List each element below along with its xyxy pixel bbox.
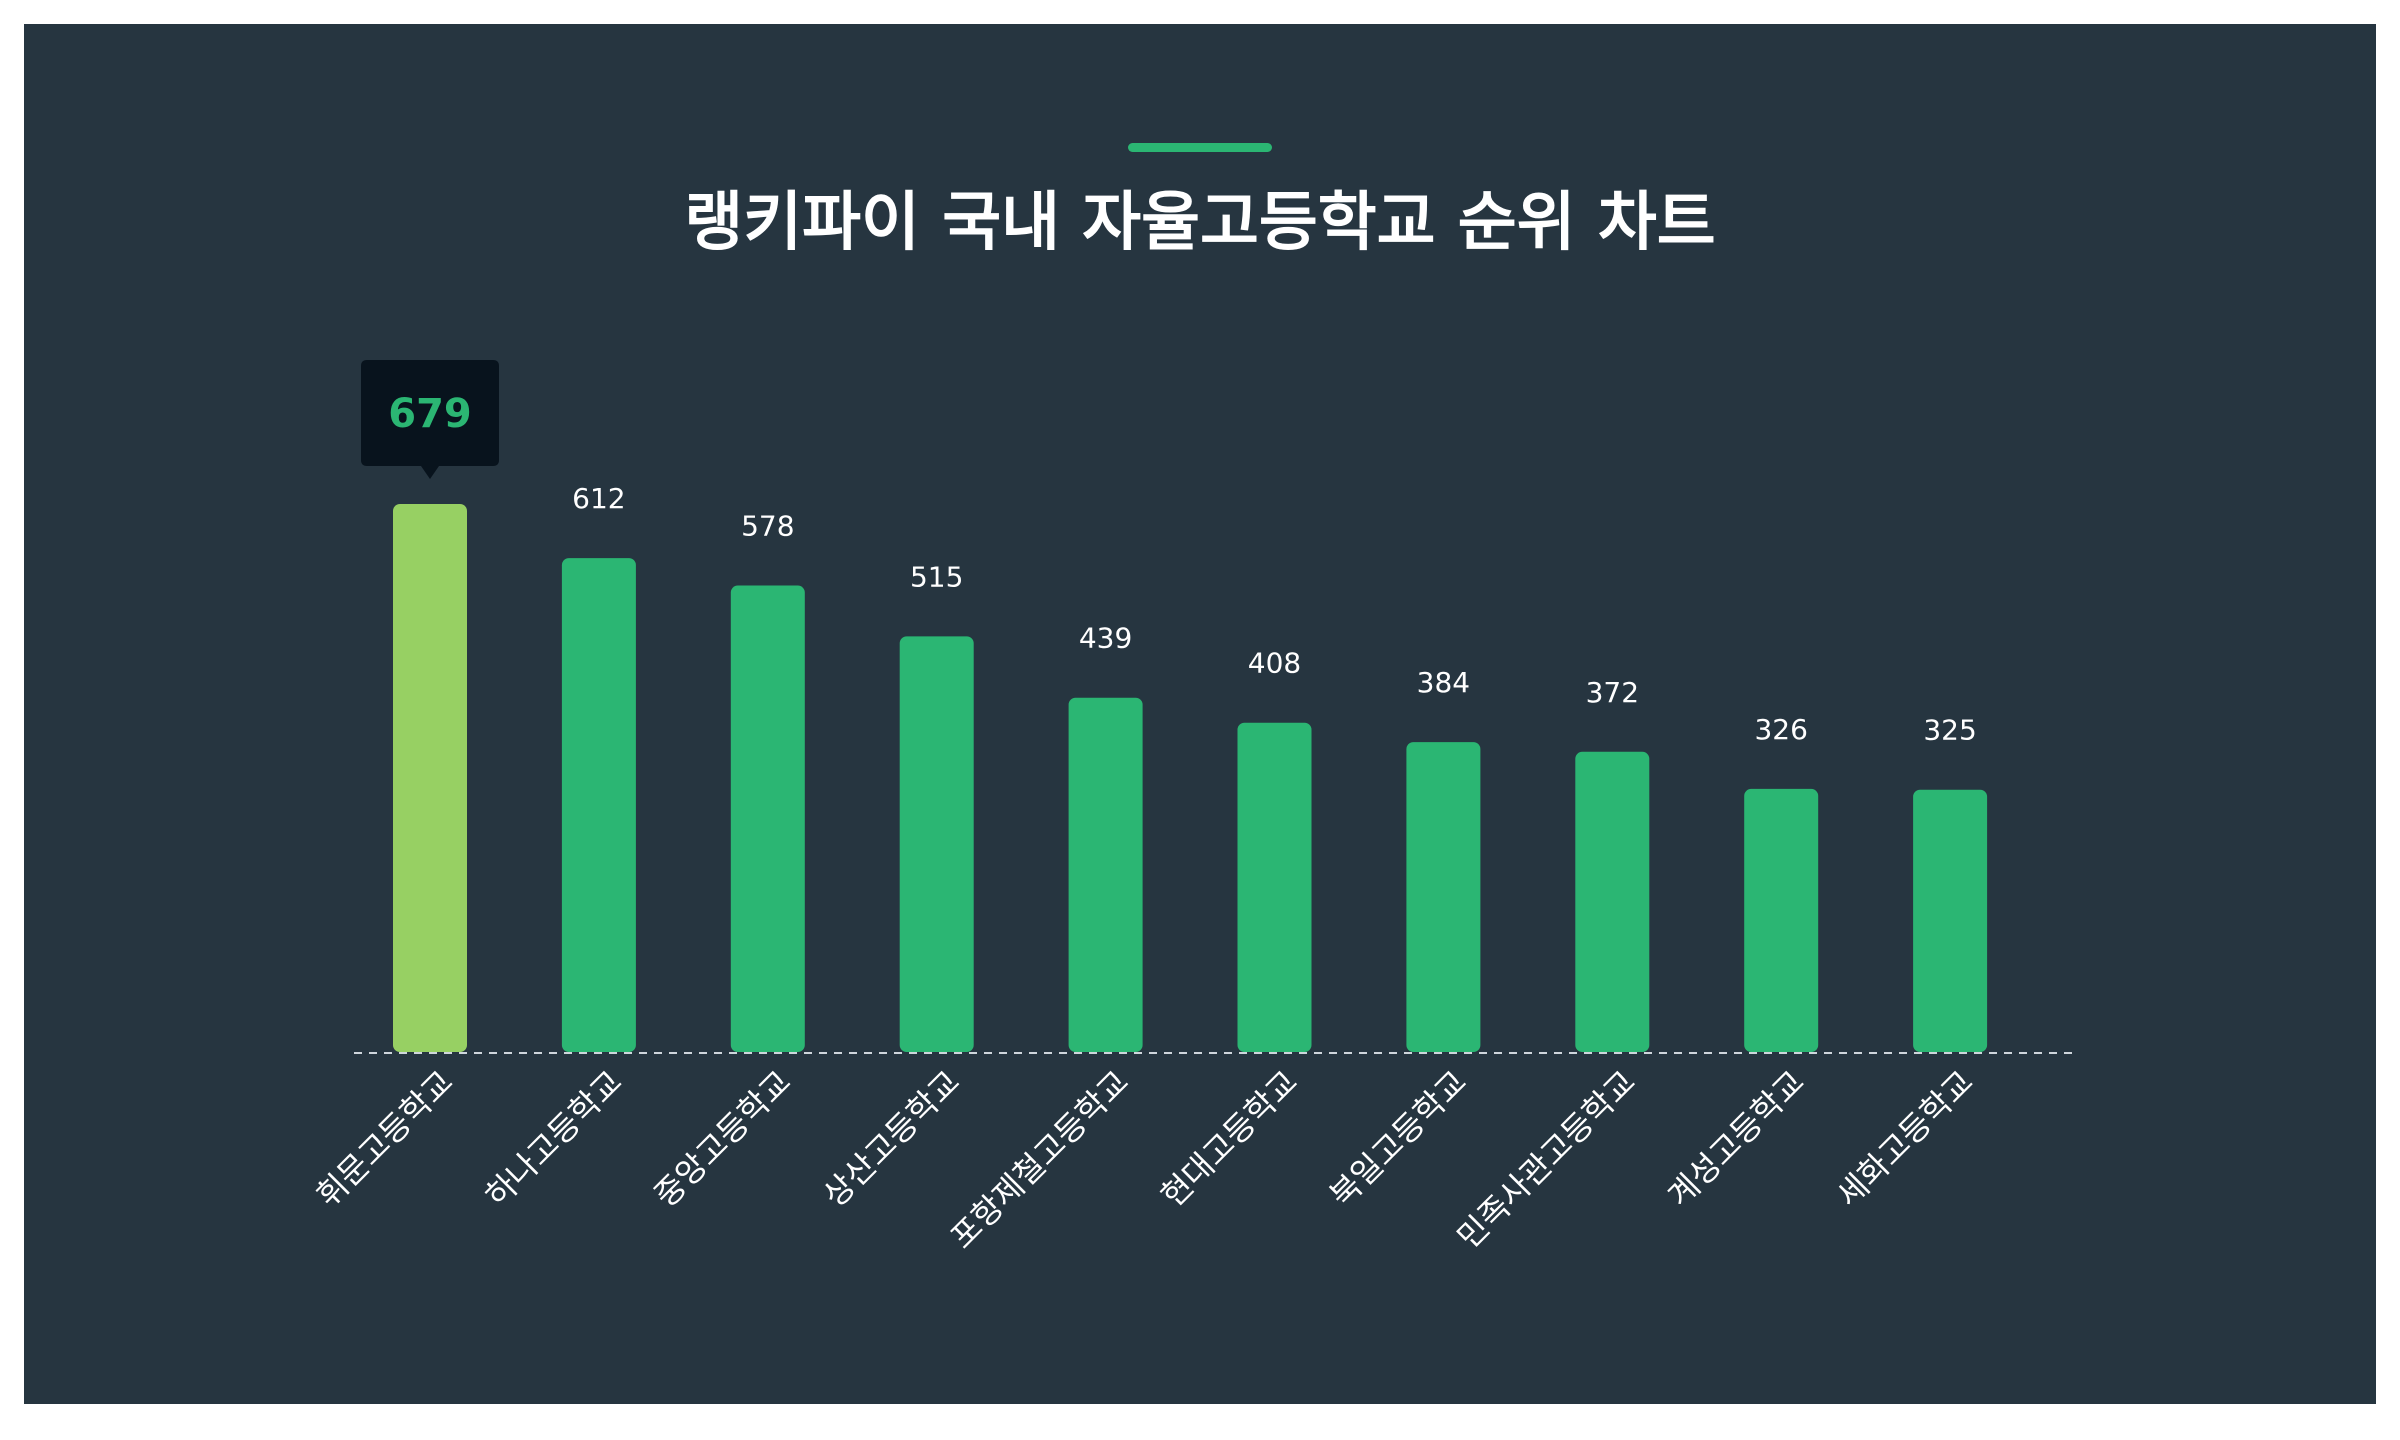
- category-label-2: 하나고등학교: [478, 1063, 630, 1215]
- value-label-10: 325: [1923, 714, 1976, 747]
- value-label-6: 408: [1248, 647, 1301, 680]
- bar-1[interactable]: [393, 504, 467, 1052]
- category-label-8: 민족사관고등학교: [1450, 1063, 1643, 1256]
- category-label-6: 현대고등학교: [1153, 1063, 1305, 1215]
- chart-title: 랭키파이 국내 자율고등학교 순위 차트: [684, 186, 1715, 260]
- bar-10[interactable]: [1913, 789, 1988, 1052]
- value-tooltip: [361, 360, 499, 479]
- value-label-1: 679: [388, 391, 472, 437]
- category-label-10: 세화고등학교: [1829, 1063, 1981, 1215]
- bar-7[interactable]: [1406, 742, 1481, 1052]
- chart-panel: 랭키파이 국내 자율고등학교 순위 차트 679 휘문고등학교 612 하나고등학교 5…: [24, 24, 2376, 1404]
- value-label-7: 384: [1417, 666, 1470, 699]
- value-label-2: 612: [572, 482, 625, 515]
- category-label-7: 북일고등학교: [1322, 1063, 1474, 1215]
- bar-5[interactable]: [1068, 697, 1143, 1052]
- bar-6[interactable]: [1237, 722, 1312, 1052]
- bar-chart: 랭키파이 국내 자율고등학교 순위 차트 679 휘문고등학교 612 하나고등학교 5…: [309, 143, 2076, 1256]
- bar-2[interactable]: [561, 558, 636, 1052]
- value-label-3: 578: [741, 510, 794, 543]
- category-label-3: 중앙고등학교: [647, 1063, 799, 1215]
- category-label-5: 포항제철고등학교: [943, 1063, 1136, 1256]
- bar-3[interactable]: [730, 585, 805, 1052]
- value-label-8: 372: [1586, 676, 1639, 709]
- bar-8[interactable]: [1575, 751, 1650, 1052]
- category-label-1: 휘문고등학교: [309, 1063, 461, 1215]
- value-label-4: 515: [910, 560, 963, 593]
- value-label-9: 326: [1754, 713, 1807, 746]
- category-label-9: 계성고등학교: [1660, 1063, 1812, 1215]
- category-label-4: 상산고등학교: [816, 1063, 968, 1215]
- value-label-5: 439: [1079, 622, 1132, 655]
- bar-9[interactable]: [1744, 788, 1819, 1052]
- title-accent-line: [1128, 143, 1272, 152]
- bar-4[interactable]: [899, 636, 974, 1052]
- bars: 679 휘문고등학교 612 하나고등학교 578 중앙고등학교 515 상산고등학교 439 포…: [309, 360, 1988, 1256]
